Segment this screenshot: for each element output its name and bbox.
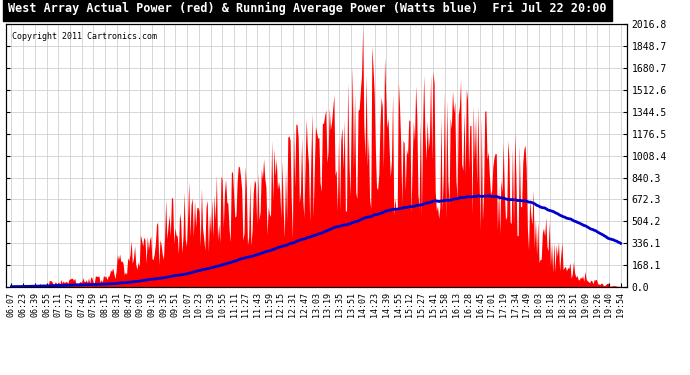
Text: Copyright 2011 Cartronics.com: Copyright 2011 Cartronics.com — [12, 32, 157, 41]
Text: West Array Actual Power (red) & Running Average Power (Watts blue)  Fri Jul 22 2: West Array Actual Power (red) & Running … — [8, 2, 607, 15]
